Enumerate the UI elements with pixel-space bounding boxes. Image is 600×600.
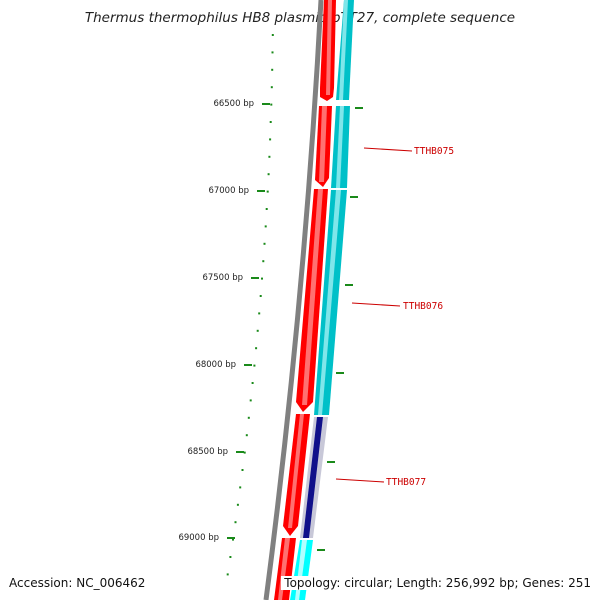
scale-dot	[259, 295, 262, 297]
scale-dot	[271, 68, 274, 71]
feature-tthb077	[303, 417, 323, 538]
summary-label: Topology: circular; Length: 256,992 bp; …	[281, 576, 591, 590]
tick-label: 67000 bp	[208, 186, 249, 196]
tick-mark	[227, 537, 235, 539]
tick-label: 68500 bp	[187, 447, 228, 457]
scale-dot	[255, 347, 258, 350]
scale-dot	[229, 556, 232, 558]
scale-dot	[269, 138, 272, 141]
map-title: Thermus thermophilus HB8 plasmid pTT27, …	[84, 10, 516, 26]
scale-dot	[234, 521, 237, 524]
scale-dot	[262, 260, 265, 263]
forward-strand-track	[274, 0, 336, 600]
tick-label: 69000 bp	[178, 533, 219, 543]
scale-dot	[271, 51, 274, 54]
callout-line-tthb077	[335, 478, 385, 483]
scale-dot	[265, 208, 268, 210]
scale-dot	[243, 451, 246, 454]
scale-ticks: 66500 bp 67000 bp 67500 bp 68000 bp 6850…	[178, 99, 270, 543]
scale-dot	[261, 277, 263, 280]
callout-line-tthb075	[363, 147, 413, 152]
scale-dot	[251, 382, 254, 384]
tick-mark	[251, 277, 259, 279]
scale-dot	[249, 399, 252, 402]
tick-mark	[257, 190, 265, 192]
reverse-strand-track	[290, 0, 354, 600]
scale-dot	[232, 538, 234, 541]
scale-dot	[258, 312, 261, 315]
tick-mark	[236, 451, 244, 453]
tick-label: 67500 bp	[202, 273, 243, 283]
accession-label: Accession: NC_006462	[9, 576, 146, 590]
scale-dot	[264, 225, 267, 228]
scale-dot	[269, 121, 272, 123]
outer-marks	[317, 107, 363, 551]
tick-label: 68000 bp	[195, 360, 236, 370]
scale-dot	[253, 364, 256, 367]
callout-line-tthb076	[351, 302, 401, 307]
tick-mark	[244, 364, 252, 366]
scale-dot	[236, 503, 239, 506]
scale-dot	[226, 573, 229, 576]
gene-label-tthb077[interactable]: TTHB077	[386, 477, 426, 488]
gene-callouts: TTHB075 TTHB076 TTHB077	[335, 146, 454, 488]
scale-dots	[226, 34, 274, 576]
scale-dot	[245, 434, 248, 437]
scale-dot	[268, 155, 271, 158]
backbone-ring	[263, 0, 324, 600]
gene-label-tthb075[interactable]: TTHB075	[414, 146, 454, 157]
scale-dot	[263, 242, 266, 245]
gene-label-tthb076[interactable]: TTHB076	[403, 301, 443, 312]
scale-dot	[256, 329, 259, 332]
scale-dot	[270, 103, 273, 106]
scale-dot	[247, 416, 250, 419]
scale-dot	[267, 173, 270, 176]
tick-mark	[262, 103, 270, 105]
scale-dot	[271, 34, 274, 36]
scale-dot	[270, 86, 273, 89]
tick-label: 66500 bp	[213, 99, 254, 109]
scale-dot	[239, 486, 242, 489]
scale-dot	[266, 190, 269, 193]
scale-dot	[241, 469, 244, 471]
